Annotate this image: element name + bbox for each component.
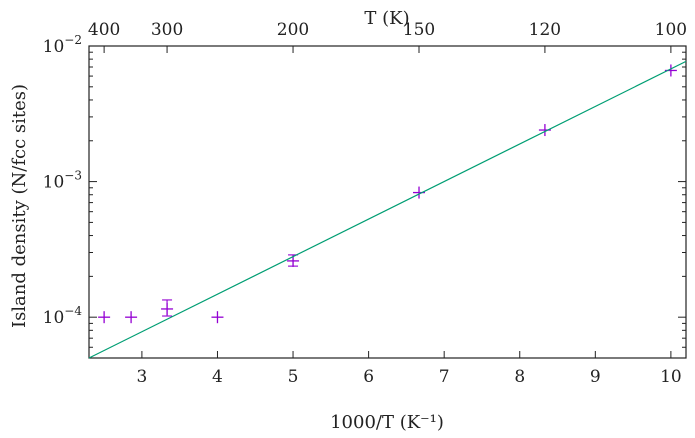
x2-tick-label: 400 — [88, 20, 120, 40]
x-tick-label: 4 — [212, 367, 223, 387]
x-tick-label: 8 — [514, 367, 525, 387]
data-point — [125, 311, 138, 324]
x-tick-label: 10 — [660, 367, 682, 387]
plot-frame — [88, 45, 687, 359]
fit-line — [88, 60, 687, 359]
y-tick-label: 10−3 — [43, 169, 82, 193]
x2-tick-label: 100 — [655, 20, 687, 40]
x2-tick-label: 150 — [403, 20, 435, 40]
x-tick-label: 9 — [590, 367, 601, 387]
y-tick-label: 10−4 — [43, 304, 83, 328]
y-axis-title: Island density (N/fcc sites) — [9, 84, 30, 328]
data-point — [161, 299, 174, 317]
x2-tick-label: 120 — [529, 20, 561, 40]
data-point — [211, 311, 224, 324]
x-tick-label: 7 — [439, 367, 450, 387]
x-tick-label: 3 — [136, 367, 147, 387]
x2-tick-label: 300 — [151, 20, 183, 40]
x-tick-label: 5 — [288, 367, 299, 387]
y-tick-label: 10−2 — [43, 33, 82, 57]
x2-axis-title: T (K) — [364, 8, 409, 29]
data-point — [98, 311, 111, 324]
x-tick-label: 6 — [363, 367, 374, 387]
x-axis-title: 1000/T (K⁻¹) — [330, 412, 444, 433]
x2-tick-label: 200 — [277, 20, 309, 40]
